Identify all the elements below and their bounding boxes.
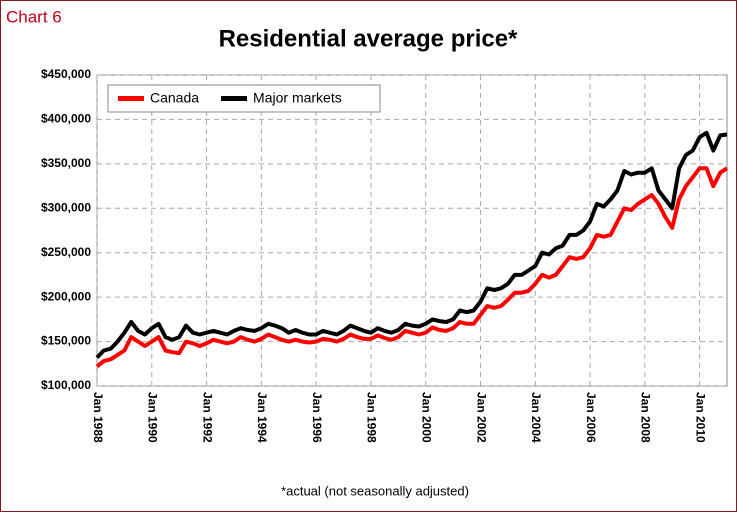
x-tick-label: Jan 2004 [529, 392, 543, 443]
legend-label: Canada [150, 90, 199, 106]
x-tick-label: Jan 1990 [146, 392, 160, 443]
footnote: *actual (not seasonally adjusted) [281, 483, 469, 498]
series-line [95, 166, 729, 369]
x-tick-label: Jan 1992 [200, 392, 214, 443]
legend-label: Major markets [253, 90, 342, 106]
y-tick-label: $250,000 [41, 245, 91, 259]
x-tick-label: Jan 2008 [639, 392, 653, 443]
x-tick-label: Jan 1988 [91, 392, 105, 443]
x-tick-label: Jan 1996 [310, 392, 324, 443]
x-tick-label: Jan 2006 [584, 392, 598, 443]
y-tick-label: $400,000 [41, 112, 91, 126]
chart-title: Residential average price* [219, 25, 518, 52]
y-tick-label: $100,000 [41, 378, 91, 392]
x-tick-label: Jan 1998 [365, 392, 379, 443]
y-tick-label: $300,000 [41, 200, 91, 214]
plot-area [96, 74, 728, 387]
y-tick-label: $450,000 [41, 67, 91, 81]
x-tick-label: Jan 2010 [693, 392, 707, 443]
y-tick-label: $350,000 [41, 156, 91, 170]
x-tick-label: Jan 1994 [255, 392, 269, 443]
series-line [95, 130, 728, 359]
y-tick-label: $200,000 [41, 289, 91, 303]
chart-label: Chart 6 [6, 7, 62, 26]
y-tick-label: $150,000 [41, 334, 91, 348]
x-tick-label: Jan 2000 [420, 392, 434, 443]
x-tick-label: Jan 2002 [474, 392, 488, 443]
